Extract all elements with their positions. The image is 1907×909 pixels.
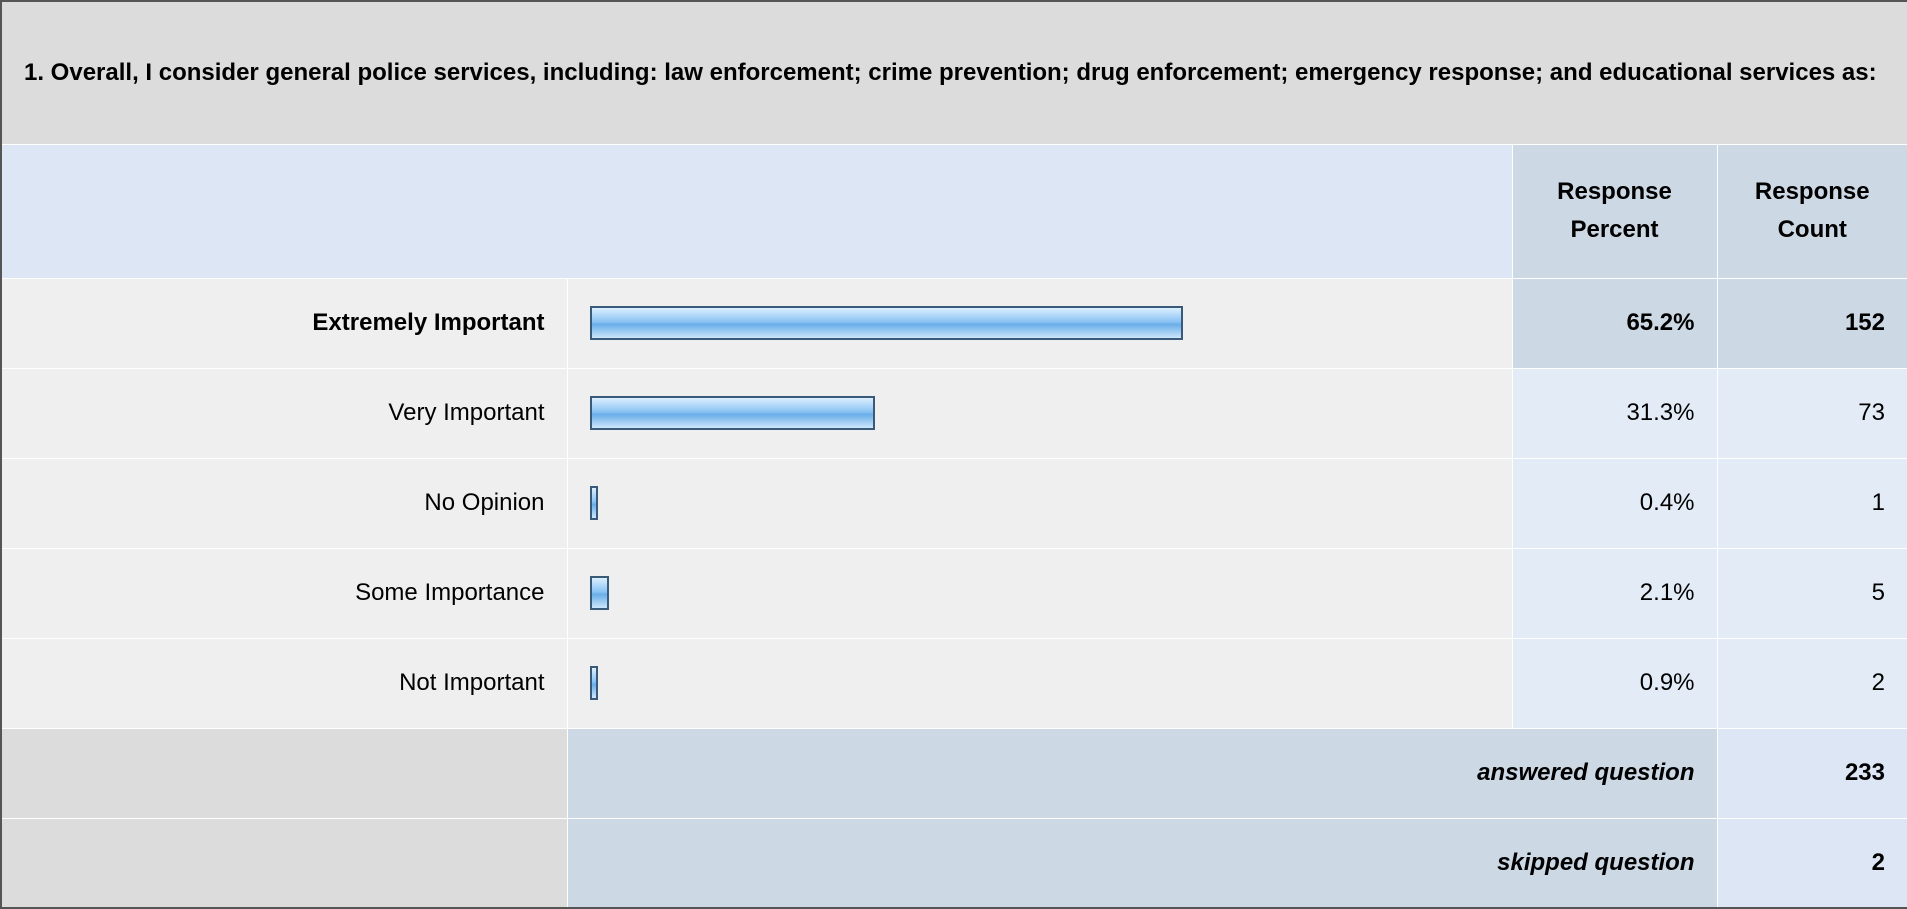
title-row: 1. Overall, I consider general police se… [0, 0, 1907, 145]
response-percent: 0.4% [1511, 457, 1718, 549]
response-percent: 65.2% [1511, 277, 1718, 369]
response-percent: 31.3% [1511, 367, 1718, 459]
header-percent: Response Percent [1511, 143, 1718, 279]
summary-label: skipped question [566, 817, 1718, 909]
bar-cell [566, 367, 1513, 459]
answer-label: Extremely Important [0, 277, 568, 369]
response-row: No Opinion 0.4% 1 [0, 457, 1907, 549]
answer-label: Some Importance [0, 547, 568, 639]
bar-cell [566, 547, 1513, 639]
bar-track [589, 666, 1501, 700]
header-count: Response Count [1716, 143, 1907, 279]
response-row: Not Important 0.9% 2 [0, 637, 1907, 729]
bar [589, 396, 875, 430]
question-title: 1. Overall, I consider general police se… [0, 0, 1907, 145]
response-row: Very Important 31.3% 73 [0, 367, 1907, 459]
response-count: 5 [1716, 547, 1907, 639]
bar-cell [566, 457, 1513, 549]
response-row: Extremely Important 65.2% 152 [0, 277, 1907, 369]
answer-label: Very Important [0, 367, 568, 459]
bar-cell [566, 637, 1513, 729]
bar [589, 486, 598, 520]
bar [589, 576, 609, 610]
bar-track [589, 396, 1501, 430]
summary-value: 2 [1716, 817, 1907, 909]
answer-label: No Opinion [0, 457, 568, 549]
bar-track [589, 306, 1501, 340]
response-row: Some Importance 2.1% 5 [0, 547, 1907, 639]
summary-blank [0, 727, 568, 819]
bar-cell [566, 277, 1513, 369]
summary-blank [0, 817, 568, 909]
header-blank [0, 143, 1513, 279]
response-count: 152 [1716, 277, 1907, 369]
bar [589, 666, 598, 700]
summary-label: answered question [566, 727, 1718, 819]
response-percent: 0.9% [1511, 637, 1718, 729]
bar [589, 306, 1184, 340]
response-count: 2 [1716, 637, 1907, 729]
summary-row: answered question 233 [0, 727, 1907, 819]
summary-row: skipped question 2 [0, 817, 1907, 909]
response-count: 1 [1716, 457, 1907, 549]
bar-track [589, 486, 1501, 520]
summary-value: 233 [1716, 727, 1907, 819]
header-row: Response Percent Response Count [0, 143, 1907, 279]
bar-track [589, 576, 1501, 610]
response-count: 73 [1716, 367, 1907, 459]
answer-label: Not Important [0, 637, 568, 729]
response-percent: 2.1% [1511, 547, 1718, 639]
